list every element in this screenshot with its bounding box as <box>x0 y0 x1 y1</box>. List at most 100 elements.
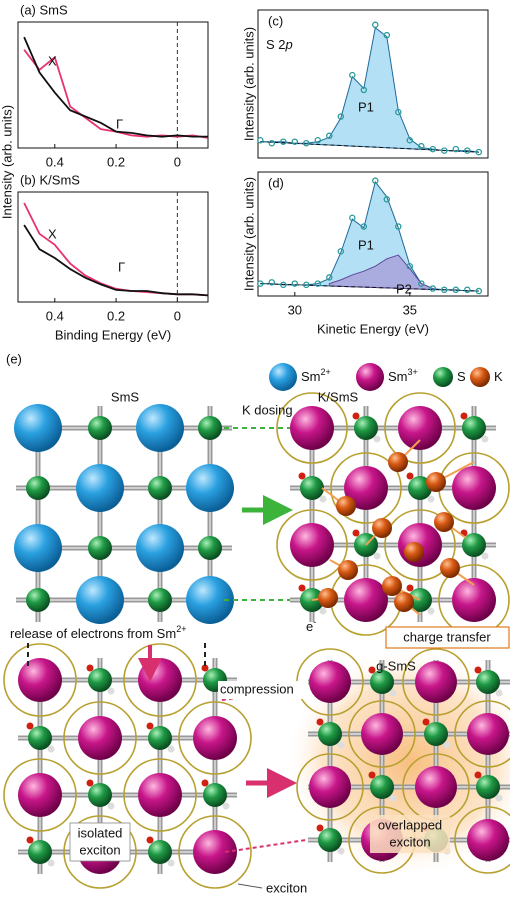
sm3-ion <box>344 578 388 622</box>
data-point <box>292 281 297 286</box>
electron <box>475 667 482 674</box>
sm2-ion <box>136 404 184 452</box>
k-atom <box>440 558 460 578</box>
sm3-ion <box>398 406 442 450</box>
s-ion <box>88 416 112 440</box>
sm3-ion <box>138 773 182 817</box>
hole <box>482 553 489 560</box>
fit-area <box>260 28 479 152</box>
sm2-ion <box>14 404 62 452</box>
k-atom <box>404 542 424 562</box>
process-label-sup: 2+ <box>176 624 186 634</box>
sm3-ion <box>415 661 457 703</box>
s-ion <box>148 476 172 500</box>
sm2-ion <box>136 524 184 572</box>
electron <box>87 665 94 672</box>
electron <box>87 780 94 787</box>
legend-label-sup: 3+ <box>408 367 418 377</box>
k-atom <box>434 512 454 532</box>
legend-symbol <box>470 367 490 387</box>
hole <box>338 848 345 855</box>
s-ion <box>198 536 222 560</box>
x-tick-label: 30 <box>288 302 302 317</box>
s-ion <box>462 416 486 440</box>
hole <box>320 608 327 615</box>
legend-label-text: Sm <box>301 369 321 384</box>
x-tick-label: 35 <box>403 302 417 317</box>
s-ion <box>354 416 378 440</box>
electron <box>147 837 154 844</box>
hole <box>496 795 503 802</box>
k-atom <box>372 518 392 538</box>
lattice-title: g-SmS <box>376 658 416 673</box>
s-ion <box>370 670 394 694</box>
sm3-ion <box>467 713 509 755</box>
exciton-label: isolated <box>78 825 123 840</box>
legend-symbol <box>269 363 297 391</box>
s-ion <box>476 775 500 799</box>
annotation: S 2p <box>266 37 293 52</box>
k-atom <box>426 472 446 492</box>
x-tick-label: 0 <box>174 154 181 169</box>
hole <box>482 436 489 443</box>
sm3-ion <box>78 716 122 760</box>
sm3-ion <box>18 658 62 702</box>
legend-label: Sm2+ <box>301 367 331 384</box>
chart-title: (c) <box>268 13 283 28</box>
data-point <box>465 287 470 292</box>
hole <box>223 803 230 810</box>
hole <box>108 803 115 810</box>
legend-symbol <box>433 367 453 387</box>
s-ion <box>26 588 50 612</box>
electron-label-sup: - <box>313 617 316 627</box>
process-label: compression <box>220 681 294 696</box>
electron <box>461 413 468 420</box>
hole <box>428 496 435 503</box>
sm3-ion <box>290 523 334 567</box>
page: {"chart_data": [ {"type": "line", "title… <box>0 0 510 902</box>
electron <box>475 772 482 779</box>
legend-label: Sm3+ <box>388 367 418 384</box>
exciton-label: exciton <box>266 880 307 895</box>
process-label: K dosing <box>242 402 293 417</box>
y-axis-label: Intensity (arb. units) <box>241 27 256 141</box>
s-ion <box>88 783 112 807</box>
hole <box>496 690 503 697</box>
sm3-ion <box>138 658 182 702</box>
k-atom <box>382 576 402 596</box>
s-ion <box>148 588 172 612</box>
k-atom <box>338 560 358 580</box>
process-label: release of electrons from Sm2+ <box>10 624 186 641</box>
sm3-ion <box>467 819 509 861</box>
x-tick-label: 0.2 <box>107 308 125 323</box>
s-ion <box>148 726 172 750</box>
hole <box>168 746 175 753</box>
annotation: Γ <box>116 116 123 131</box>
connector <box>225 840 306 852</box>
k-atom <box>394 592 414 612</box>
s-ion <box>318 722 342 746</box>
annotation: X <box>48 53 57 68</box>
s-ion <box>198 416 222 440</box>
hole <box>374 436 381 443</box>
electron <box>369 667 376 674</box>
x-tick-label: 0.4 <box>46 308 64 323</box>
hole <box>320 496 327 503</box>
hole <box>444 742 451 749</box>
sm3-ion <box>309 661 351 703</box>
chart-title: (d) <box>268 175 284 190</box>
x-tick-label: 0 <box>174 308 181 323</box>
annotation: P1 <box>358 237 374 252</box>
k-atom <box>318 588 338 608</box>
sm3-ion <box>309 766 351 808</box>
s-ion <box>26 476 50 500</box>
spectrum-line <box>24 203 208 295</box>
legend-label: S <box>457 369 466 384</box>
hole <box>428 608 435 615</box>
electron <box>147 723 154 730</box>
hole <box>374 553 381 560</box>
sm2-ion <box>14 524 62 572</box>
sm3-ion <box>18 773 62 817</box>
hole <box>168 860 175 867</box>
s-ion <box>148 840 172 864</box>
